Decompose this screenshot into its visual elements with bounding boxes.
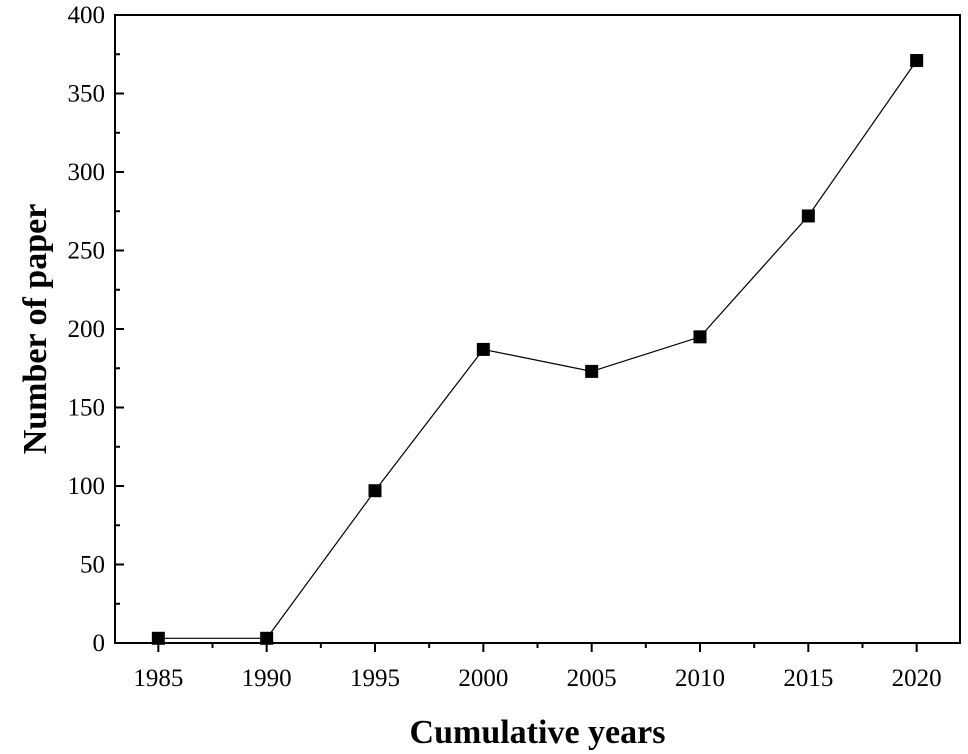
- y-tick-label: 100: [68, 473, 106, 500]
- x-tick-label: 1995: [350, 665, 400, 692]
- x-tick-label: 1985: [133, 665, 183, 692]
- y-tick-label: 200: [68, 316, 106, 343]
- data-point-marker: [476, 342, 490, 356]
- y-tick-label: 50: [80, 552, 105, 579]
- data-point-marker: [368, 484, 382, 498]
- y-tick-label: 350: [68, 81, 106, 108]
- x-tick-label: 2015: [783, 665, 833, 692]
- x-axis-title: Cumulative years: [410, 714, 666, 751]
- data-point-marker: [801, 209, 815, 223]
- y-axis-title: Number of paper: [17, 204, 54, 455]
- data-point-marker: [910, 54, 924, 68]
- y-tick-label: 400: [68, 2, 106, 29]
- series-line: [158, 60, 918, 639]
- data-point-marker: [260, 631, 274, 645]
- data-point-marker: [585, 364, 599, 378]
- y-tick-label: 250: [68, 238, 106, 265]
- x-tick-label: 2010: [675, 665, 725, 692]
- x-tick-label: 2000: [458, 665, 508, 692]
- y-tick-label: 150: [68, 395, 106, 422]
- data-point-marker: [693, 330, 707, 344]
- y-tick-label: 0: [93, 630, 106, 657]
- ticks-layer: [115, 14, 918, 652]
- plot-frame: [114, 14, 961, 644]
- x-tick-label: 1990: [242, 665, 292, 692]
- x-tick-label: 2005: [567, 665, 617, 692]
- labels-layer: 0 50 100 150 200 250 300 350 400 1985 1990 1995 2000…: [68, 2, 942, 692]
- series-layer: [151, 54, 924, 645]
- x-tick-label: 2020: [892, 665, 942, 692]
- data-point-marker: [151, 631, 165, 645]
- y-tick-label: 300: [68, 159, 106, 186]
